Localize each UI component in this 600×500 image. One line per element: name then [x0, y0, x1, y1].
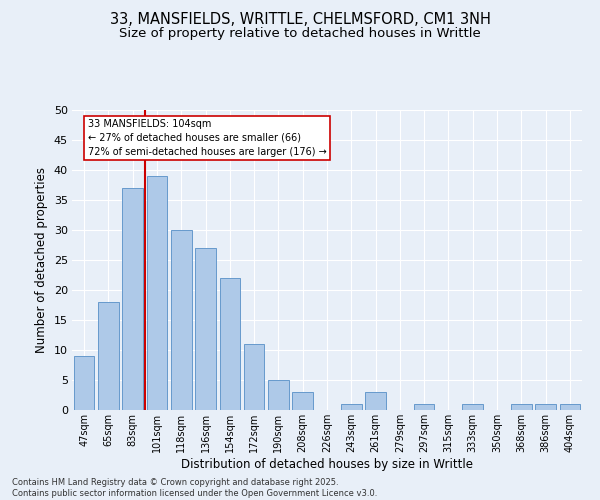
- Bar: [463, 404, 483, 410]
- Bar: [292, 392, 313, 410]
- Bar: [268, 380, 289, 410]
- Y-axis label: Number of detached properties: Number of detached properties: [35, 167, 48, 353]
- Bar: [146, 176, 167, 410]
- Text: 33 MANSFIELDS: 104sqm
← 27% of detached houses are smaller (66)
72% of semi-deta: 33 MANSFIELDS: 104sqm ← 27% of detached …: [88, 119, 326, 157]
- Bar: [171, 230, 191, 410]
- Bar: [195, 248, 216, 410]
- Bar: [74, 356, 94, 410]
- Text: 33, MANSFIELDS, WRITTLE, CHELMSFORD, CM1 3NH: 33, MANSFIELDS, WRITTLE, CHELMSFORD, CM1…: [110, 12, 490, 28]
- Bar: [511, 404, 532, 410]
- Bar: [244, 344, 265, 410]
- Bar: [560, 404, 580, 410]
- Bar: [365, 392, 386, 410]
- Bar: [341, 404, 362, 410]
- Text: Size of property relative to detached houses in Writtle: Size of property relative to detached ho…: [119, 28, 481, 40]
- Bar: [98, 302, 119, 410]
- X-axis label: Distribution of detached houses by size in Writtle: Distribution of detached houses by size …: [181, 458, 473, 470]
- Bar: [122, 188, 143, 410]
- Bar: [414, 404, 434, 410]
- Text: Contains HM Land Registry data © Crown copyright and database right 2025.
Contai: Contains HM Land Registry data © Crown c…: [12, 478, 377, 498]
- Bar: [220, 278, 240, 410]
- Bar: [535, 404, 556, 410]
